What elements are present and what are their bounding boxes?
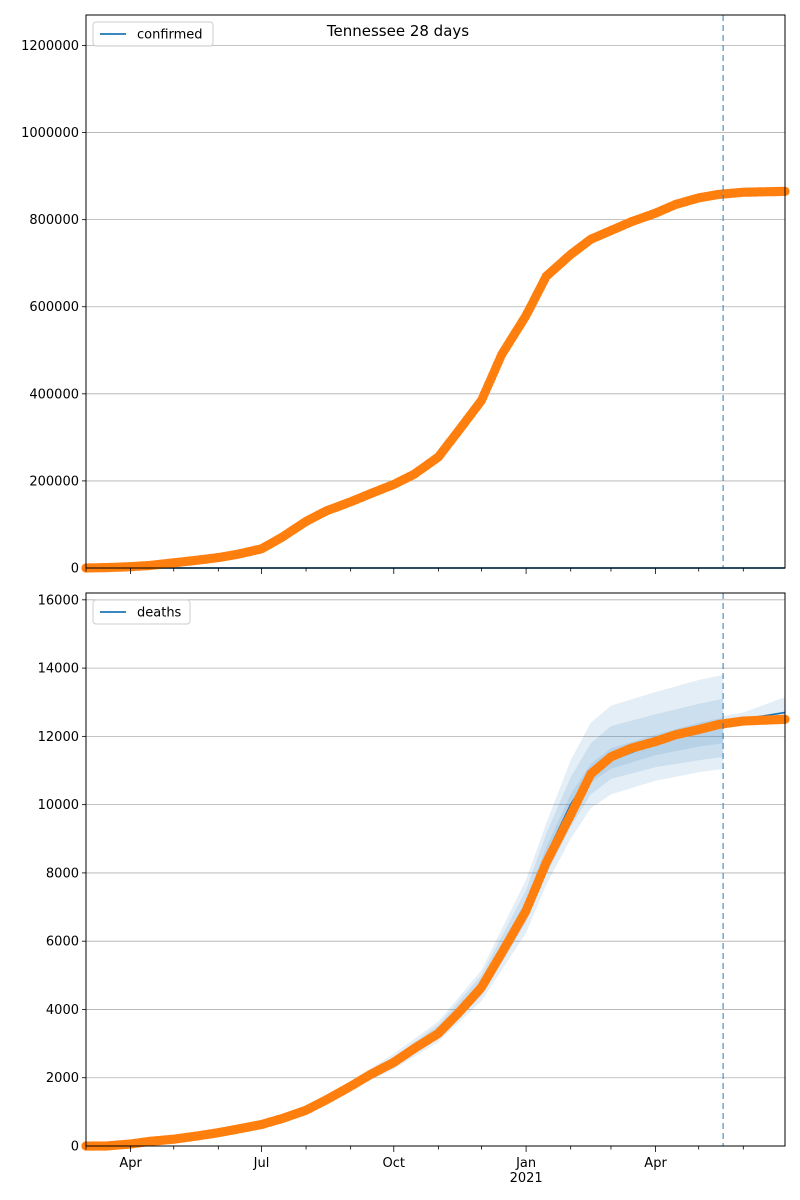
x-tick-label: Jan: [515, 1156, 536, 1171]
figure-title: Tennessee 28 days: [326, 22, 469, 40]
x-tick-label: Jul: [253, 1156, 270, 1171]
y-tick-label: 12000: [38, 730, 79, 745]
y-tick-label: 6000: [46, 935, 79, 950]
y-tick-label: 10000: [38, 798, 79, 813]
deaths-panel: 0 2000 4000 6000 8000 10000 12000 14000 16000 dea…: [38, 592, 790, 1155]
axes-frame: [85, 592, 786, 1147]
y-tick-label: 8000: [46, 866, 79, 881]
uncertainty-band: [306, 698, 724, 1111]
x-year-label: 2021: [510, 1171, 543, 1186]
legend-label: confirmed: [137, 28, 203, 43]
legend: deaths: [92, 599, 191, 625]
y-tick-label: 0: [71, 1140, 79, 1155]
y-tick-label: 0: [71, 562, 79, 577]
legend-box: [92, 21, 214, 47]
uncertainty-band: [306, 674, 724, 1112]
legend-box: [92, 599, 191, 625]
axes-frame: [85, 14, 786, 569]
y-tick-label: 800000: [29, 213, 79, 228]
y-tick-label: 14000: [38, 662, 79, 677]
x-tick-label: Apr: [119, 1156, 142, 1171]
confirmed-panel: 0 200000 400000 600000 800000 1000000 1200000 c…: [21, 14, 790, 577]
y-tick-label: 600000: [29, 300, 79, 315]
x-tick-label: Apr: [644, 1156, 667, 1171]
legend-label: deaths: [137, 606, 182, 621]
y-tick-label: 2000: [46, 1071, 79, 1086]
x-axis: Apr Jul Oct Jan Apr 2021: [119, 1156, 667, 1186]
y-tick-label: 1200000: [21, 39, 79, 54]
x-tick-label: Oct: [383, 1156, 405, 1171]
y-tick-label: 1000000: [21, 126, 79, 141]
legend: confirmed: [92, 21, 214, 47]
y-tick-label: 16000: [38, 593, 79, 608]
y-tick-label: 400000: [29, 387, 79, 402]
y-tick-label: 200000: [29, 474, 79, 489]
y-tick-label: 4000: [46, 1003, 79, 1018]
